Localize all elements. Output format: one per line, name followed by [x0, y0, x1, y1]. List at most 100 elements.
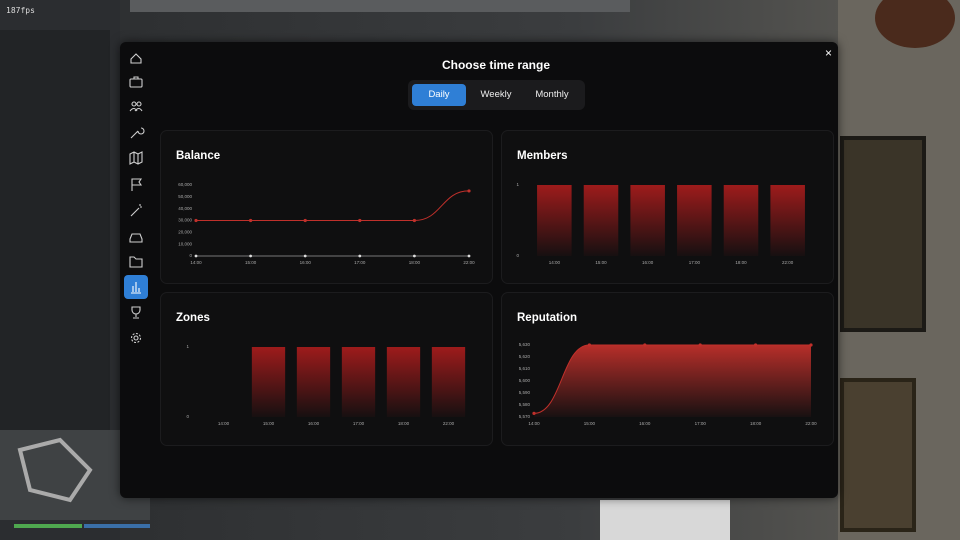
y-tick-label: 5,590 [519, 390, 531, 395]
y-tick-label: 1 [186, 344, 189, 349]
bar [677, 185, 712, 256]
y-tick-label: 5,610 [519, 366, 531, 371]
point [358, 218, 362, 223]
bar [386, 347, 421, 417]
x-tick-label: 15:00 [584, 421, 596, 426]
point [532, 411, 536, 415]
x-tick-label: 14:00 [528, 421, 540, 426]
x-axis-dot [249, 254, 252, 258]
chart-title: Balance [176, 150, 221, 162]
wrench-icon[interactable] [130, 127, 145, 139]
y-tick-label: 10,000 [178, 241, 192, 246]
chart-title: Reputation [517, 312, 578, 324]
x-axis-dot [303, 254, 307, 258]
y-tick-label: 30,000 [178, 218, 192, 223]
x-tick-label: 22:00 [805, 421, 817, 426]
x-axis-dot [358, 254, 362, 258]
stats-icon[interactable] [131, 282, 141, 294]
chart-card: Zones 0 1 14:00 15:00 16:00 17:00 18:00 22:00 [160, 292, 493, 446]
x-tick-label: 18:00 [409, 260, 421, 265]
x-tick-label: 17:00 [353, 421, 365, 426]
wand-icon[interactable] [130, 204, 142, 217]
briefcase-icon[interactable] [129, 76, 143, 88]
chart-card: Balance 0 10,000 20,000 30,000 40,000 50,000 60… [160, 130, 493, 284]
chart: 0 10,000 20,000 30,000 40,000 50,000 60,000 14:… [178, 182, 475, 265]
stats-modal: Choose time range × Daily Weekly Monthly B… [120, 42, 838, 498]
x-tick-label: 16:00 [300, 260, 312, 265]
x-axis-dot [413, 254, 416, 258]
x-tick-label: 22:00 [782, 260, 794, 265]
time-range-tabs: Daily Weekly Monthly [408, 80, 585, 110]
y-tick-label: 1 [516, 182, 519, 187]
flag-icon[interactable] [131, 178, 143, 191]
y-tick-label: 60,000 [178, 182, 192, 187]
tab[interactable]: Weekly [480, 89, 512, 100]
y-tick-label: 5,600 [519, 378, 531, 383]
x-tick-label: 18:00 [750, 421, 762, 426]
line [196, 190, 470, 221]
x-tick-label: 22:00 [443, 421, 455, 426]
trophy-icon[interactable] [131, 306, 141, 319]
y-tick-label: 20,000 [178, 230, 192, 235]
chart-card: Members 0 1 14:00 15:00 16:00 17:00 18:00 22:00 [501, 130, 834, 284]
chart: 0 1 14:00 15:00 16:00 17:00 18:00 22:00 [516, 182, 805, 265]
chart-title: Zones [176, 312, 210, 324]
fps-counter: 187fps [6, 6, 35, 15]
x-tick-label: 14:00 [218, 421, 230, 426]
x-tick-label: 18:00 [735, 260, 747, 265]
tab[interactable]: Daily [412, 84, 466, 106]
chart: 5,570 5,580 5,590 5,600 5,610 5,620 5,630 14:00… [519, 342, 817, 426]
panel-title: Choose time range [441, 58, 551, 72]
bar [431, 347, 466, 417]
bar [296, 347, 331, 417]
tab[interactable]: Monthly [535, 89, 569, 100]
point [643, 343, 647, 347]
car-icon[interactable] [129, 233, 143, 243]
x-axis-dot [467, 254, 471, 258]
point [587, 343, 591, 347]
sidebar [124, 53, 148, 344]
map-icon[interactable] [129, 151, 143, 165]
point [809, 343, 813, 347]
y-tick-label: 50,000 [178, 194, 192, 199]
x-axis-dot [194, 254, 198, 258]
y-tick-label: 5,570 [519, 414, 531, 419]
bar [723, 185, 759, 256]
chart-card: Reputation 5,570 5,580 5,590 5,600 5,610 5,620… [501, 292, 834, 446]
point [754, 343, 758, 347]
bar [341, 347, 376, 417]
x-tick-label: 17:00 [354, 260, 366, 265]
area [534, 345, 811, 417]
x-tick-label: 16:00 [642, 260, 654, 265]
bar [630, 185, 665, 256]
chart: 0 1 14:00 15:00 16:00 17:00 18:00 22:00 [186, 344, 466, 426]
point [194, 218, 198, 223]
close-button[interactable]: × [824, 46, 832, 60]
y-tick-label: 5,620 [519, 354, 531, 359]
bar [251, 347, 286, 417]
x-tick-label: 22:00 [463, 260, 475, 265]
x-tick-label: 14:00 [190, 260, 202, 265]
x-tick-label: 17:00 [689, 260, 701, 265]
x-tick-label: 15:00 [263, 421, 275, 426]
point [467, 189, 471, 193]
home-icon[interactable] [130, 53, 142, 64]
x-tick-label: 16:00 [639, 421, 651, 426]
point [303, 218, 307, 223]
x-tick-label: 18:00 [398, 421, 410, 426]
x-tick-label: 15:00 [245, 260, 257, 265]
point [698, 343, 702, 347]
x-tick-label: 16:00 [308, 421, 320, 426]
bar [770, 185, 805, 256]
x-tick-label: 15:00 [595, 260, 607, 265]
folder-icon[interactable] [129, 256, 143, 268]
chart-title: Members [517, 150, 568, 162]
members-icon[interactable] [129, 101, 143, 112]
x-tick-label: 17:00 [695, 421, 707, 426]
y-tick-label: 0 [516, 253, 519, 258]
y-tick-label: 40,000 [178, 206, 192, 211]
settings-icon[interactable] [130, 332, 142, 344]
x-tick-label: 14:00 [549, 260, 561, 265]
y-tick-label: 0 [189, 253, 192, 258]
